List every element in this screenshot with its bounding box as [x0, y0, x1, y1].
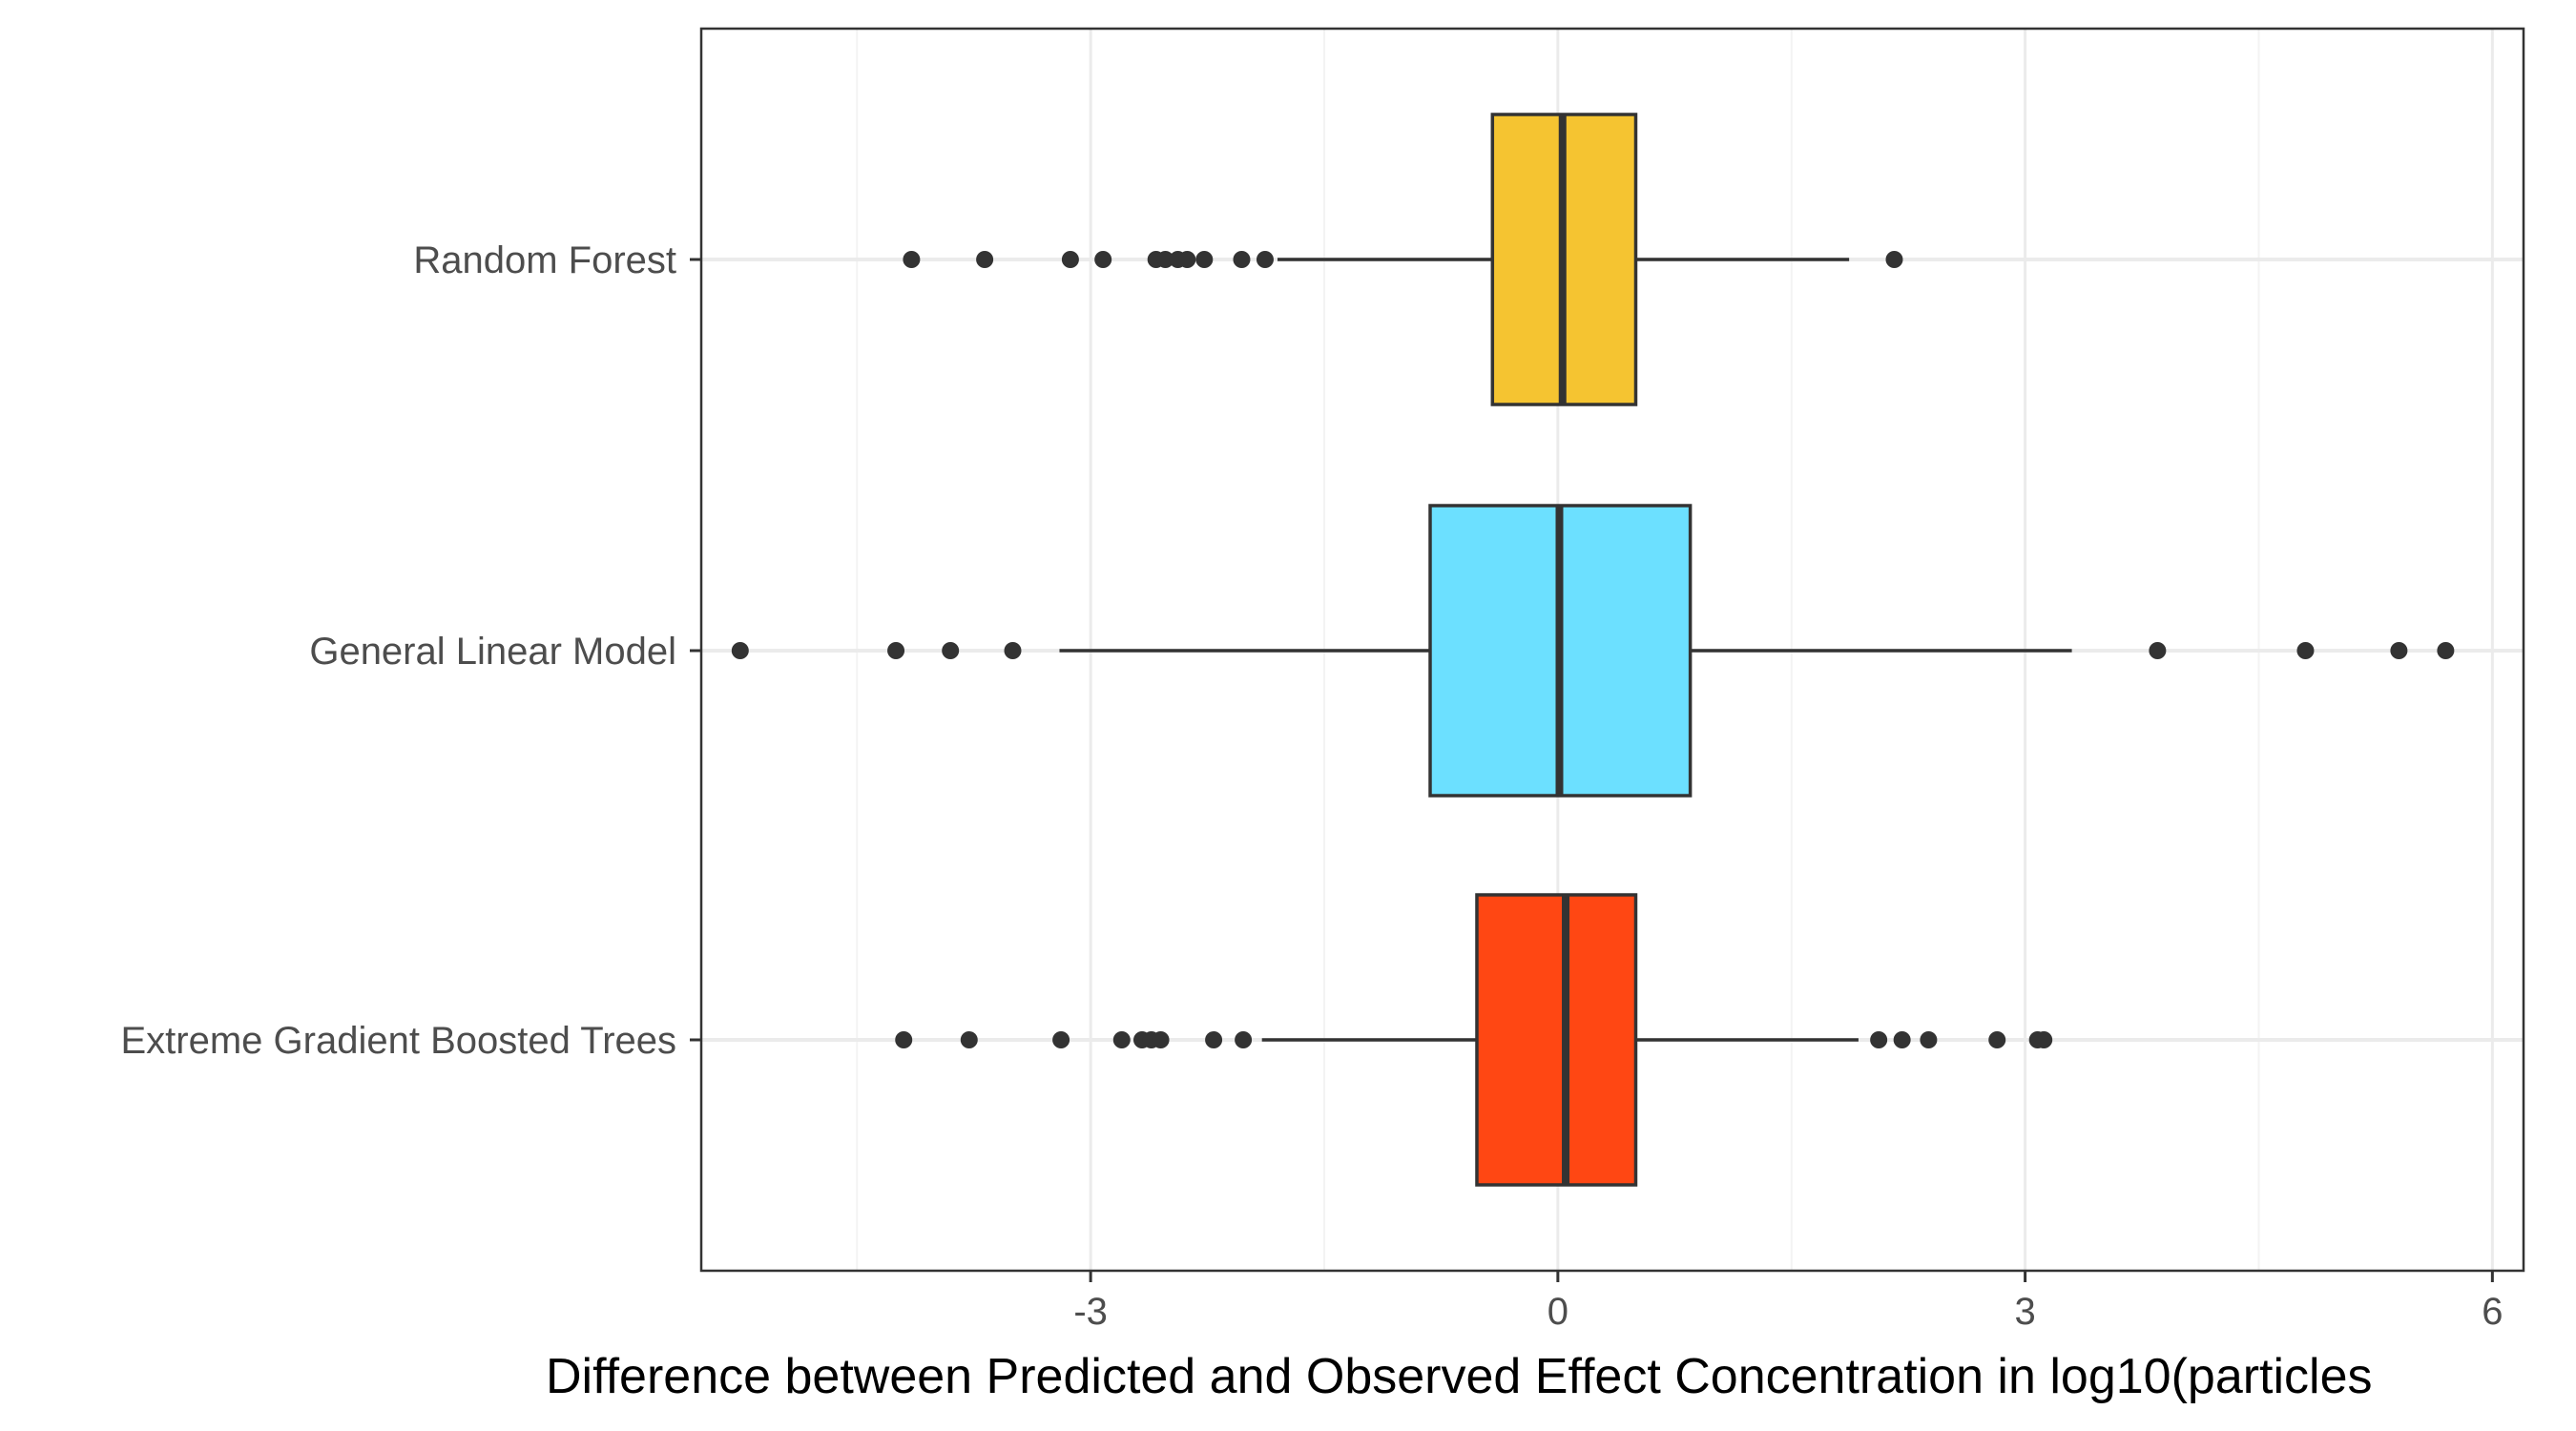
outlier-point [1870, 1031, 1888, 1048]
iqr-box [1475, 893, 1638, 1187]
outlier-point [895, 1031, 913, 1048]
outlier-point [1112, 1031, 1131, 1048]
x-tick-label: 6 [2482, 1291, 2503, 1333]
outlier-point [1233, 251, 1251, 268]
outlier-point [1094, 251, 1112, 268]
outlier-point [2149, 642, 2167, 659]
x-tick-label: -3 [1073, 1291, 1108, 1333]
y-tick-label: Random Forest [413, 239, 676, 281]
boxplot-extreme-gradient-boosted-trees [895, 893, 2053, 1187]
outlier-point [1885, 251, 1903, 268]
outlier-point [2296, 642, 2315, 659]
outlier-point [1004, 642, 1022, 659]
y-tick-label: General Linear Model [309, 631, 676, 673]
outlier-point [960, 1031, 978, 1048]
outlier-point [1256, 251, 1274, 268]
outlier-point [1205, 1031, 1223, 1048]
x-axis-title: Difference between Predicted and Observe… [546, 1349, 2373, 1404]
boxplot-random-forest [903, 113, 1903, 406]
outlier-point [1235, 1031, 1253, 1048]
outlier-point [903, 251, 921, 268]
outlier-point [731, 642, 749, 659]
outlier-point [1195, 251, 1214, 268]
outlier-point [1178, 251, 1196, 268]
boxplot-general-linear-model [731, 504, 2455, 798]
outlier-point [1920, 1031, 1938, 1048]
y-axis: Random Forest General Linear Model Extreme… [121, 239, 701, 1062]
outlier-point [2390, 642, 2408, 659]
x-axis: -3 0 3 6 [1073, 1271, 2503, 1333]
outlier-point [1156, 251, 1174, 268]
outlier-point [1988, 1031, 2006, 1048]
outlier-point [1152, 1031, 1170, 1048]
outlier-point [1052, 1031, 1070, 1048]
outlier-point [942, 642, 960, 659]
outlier-point [2437, 642, 2455, 659]
x-tick-label: 3 [2014, 1291, 2035, 1333]
x-tick-label: 0 [1548, 1291, 1568, 1333]
y-tick-label: Extreme Gradient Boosted Trees [121, 1020, 677, 1062]
outlier-point [2035, 1031, 2053, 1048]
outlier-point [976, 251, 994, 268]
outlier-point [887, 642, 905, 659]
series-layer [731, 113, 2455, 1187]
outlier-point [1061, 251, 1079, 268]
outlier-point [1893, 1031, 1911, 1048]
